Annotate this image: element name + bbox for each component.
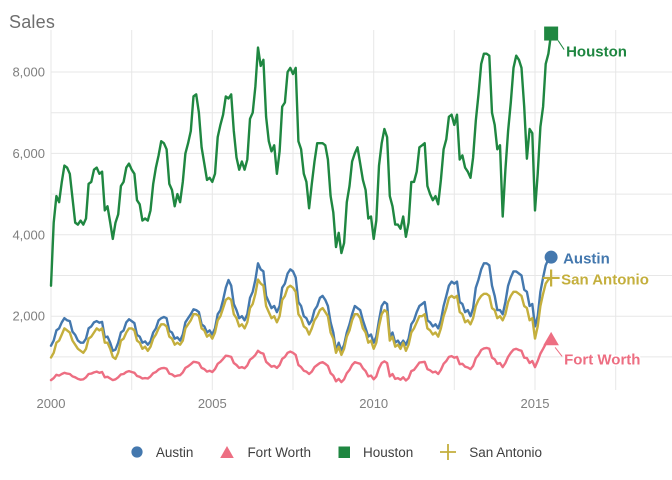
legend: Austin Fort Worth Houston San Antonio bbox=[0, 438, 672, 466]
legend-item-label: Austin bbox=[155, 444, 194, 460]
square-marker-icon bbox=[338, 446, 350, 458]
x-axis-tick-label: 2010 bbox=[359, 396, 388, 411]
legend-item-label: Houston bbox=[362, 444, 414, 460]
end-marker-fort-worth[interactable] bbox=[543, 331, 559, 346]
circle-marker-icon bbox=[131, 446, 143, 458]
end-marker-san-antonio[interactable] bbox=[542, 269, 560, 287]
legend-item-san-antonio[interactable]: San Antonio bbox=[439, 443, 542, 461]
legend-item-fort-worth[interactable]: Fort Worth bbox=[219, 445, 311, 460]
chart-canvas: 2000 2005 2010 2015 2,000 4,000 6,000 8,000 Aust… bbox=[12, 26, 672, 411]
triangle-marker-icon bbox=[220, 446, 235, 458]
series-line-houston[interactable] bbox=[49, 32, 553, 287]
end-label-connector bbox=[554, 347, 563, 357]
legend-item-label: San Antonio bbox=[469, 444, 543, 460]
x-axis-tick-label: 2015 bbox=[521, 396, 550, 411]
end-marker-austin[interactable] bbox=[544, 250, 558, 264]
chart-area: 2000 2005 2010 2015 2,000 4,000 6,000 8,000 Aust… bbox=[12, 26, 672, 411]
series-line-austin[interactable] bbox=[49, 256, 553, 352]
y-axis-tick-label: 6,000 bbox=[12, 146, 45, 161]
plus-marker-icon bbox=[440, 444, 457, 460]
chart-title: Sales bbox=[9, 12, 56, 32]
y-axis-tick-label: 8,000 bbox=[12, 65, 45, 80]
end-label-san-antonio: San Antonio bbox=[561, 271, 649, 288]
x-axis-tick-label: 2000 bbox=[37, 396, 66, 411]
series-line-fort-worth[interactable] bbox=[49, 338, 553, 384]
legend-item-austin[interactable]: Austin bbox=[130, 444, 194, 460]
end-label-austin: Austin bbox=[563, 251, 610, 268]
end-marker-houston[interactable] bbox=[544, 26, 559, 41]
end-label-houston: Houston bbox=[566, 44, 627, 61]
end-label-fort-worth: Fort Worth bbox=[564, 351, 640, 368]
legend-item-houston[interactable]: Houston bbox=[337, 445, 413, 460]
y-axis-tick-label: 2,000 bbox=[12, 309, 45, 324]
y-axis-tick-label: 4,000 bbox=[12, 227, 45, 242]
legend-item-label: Fort Worth bbox=[247, 444, 311, 460]
x-axis-tick-label: 2005 bbox=[198, 396, 227, 411]
series-line-san-antonio[interactable] bbox=[49, 276, 553, 361]
end-label-connector bbox=[557, 40, 565, 50]
